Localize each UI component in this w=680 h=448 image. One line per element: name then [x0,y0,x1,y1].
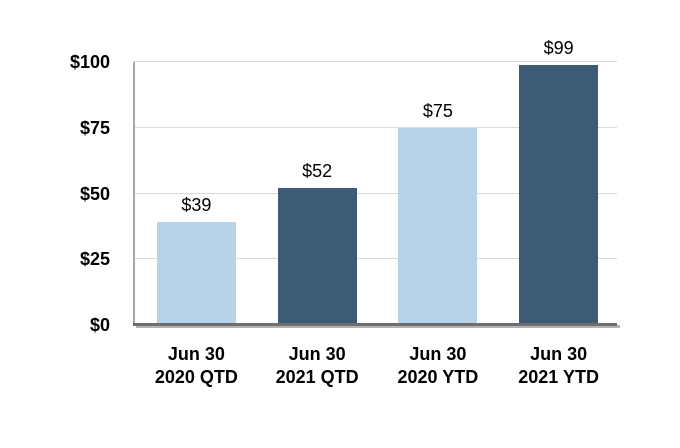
x-category-label: Jun 30 2020 YTD [378,343,498,389]
y-tick-label: $50 [79,183,110,204]
x-category-line: Jun 30 [530,344,588,364]
bar-value-label: $39 [181,195,212,216]
gridline [134,192,617,194]
x-category-label: Jun 30 2020 QTD [136,343,256,389]
gridline [134,61,617,62]
y-tick-label: $25 [79,249,110,270]
bar-value-label: $75 [422,100,453,121]
y-axis-line [133,62,135,325]
x-category-line: Jun 30 [409,344,467,364]
x-category-label: Jun 30 2021 YTD [499,343,619,389]
x-category-line: 2021 YTD [518,367,599,387]
y-tick-label: $100 [69,52,110,72]
bar [156,222,236,325]
y-tick-label: $75 [79,117,110,138]
bar-value-label: $52 [302,161,333,182]
gridline [134,126,617,128]
x-category-line: 2021 QTD [275,367,359,387]
x-category-line: 2020 YTD [397,367,479,387]
y-tick-label: $0 [89,315,110,335]
x-category-label: Jun 30 2021 QTD [257,343,377,389]
gridline [134,258,617,260]
bar [519,64,599,325]
x-category-line: Jun 30 [167,344,225,364]
bar-value-label: $99 [543,37,574,58]
bar [277,188,357,325]
x-category-line: 2020 QTD [154,367,238,387]
x-axis-baseline [133,323,617,326]
bar [398,127,478,325]
x-category-line: Jun 30 [288,344,346,364]
